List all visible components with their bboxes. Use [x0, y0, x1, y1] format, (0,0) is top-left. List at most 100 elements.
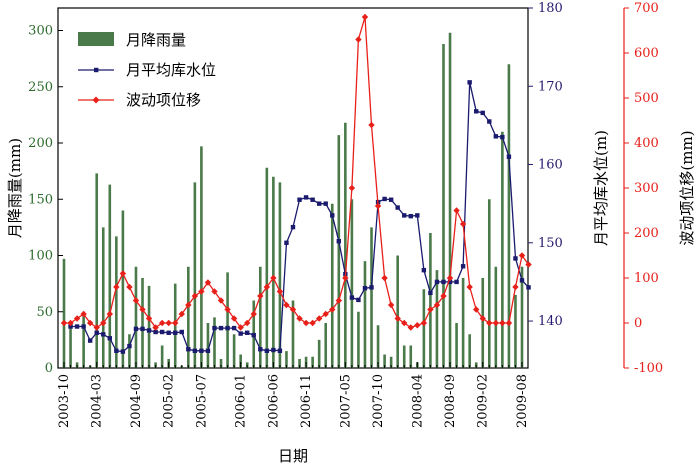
rainfall-bar [232, 334, 236, 368]
rainfall-bar [291, 300, 295, 368]
displacement-point [250, 310, 257, 318]
water-level-point [493, 134, 499, 139]
legend-label-displacement: 波动项位移 [126, 91, 201, 109]
water-level-point [356, 297, 361, 303]
rainfall-bar [298, 359, 301, 368]
displacement-point [172, 319, 179, 327]
x-axis-tick-label: 2006-01 [234, 374, 249, 428]
water-level-point [238, 331, 243, 336]
water-level-point [408, 213, 413, 219]
water-level-point [310, 197, 315, 202]
water-level-point [297, 197, 302, 202]
rainfall-bar [389, 356, 393, 368]
displacement-point [126, 283, 133, 291]
displacement-point [505, 319, 513, 327]
water-level-point [166, 330, 171, 335]
rainfall-bar [468, 334, 471, 368]
rainfall-bar [383, 354, 386, 368]
rainfall-bar [278, 182, 282, 368]
water-level-point [290, 224, 296, 230]
displacement-point [73, 315, 81, 322]
water-level-point [127, 343, 132, 349]
rainfall-bar [422, 289, 426, 368]
water-level-point [402, 213, 407, 218]
rainfall-bar [115, 236, 118, 368]
rainfall-bar [487, 199, 491, 368]
rainfall-bar [239, 354, 242, 368]
displacement-point [191, 292, 199, 300]
rainfall-bar [455, 323, 458, 368]
displacement-point [100, 319, 107, 327]
displacement-point [374, 202, 382, 210]
right2-axis-tick-label: -100 [634, 361, 663, 376]
water-level-point [454, 279, 459, 285]
displacement-point [479, 315, 486, 322]
rainfall-bar [337, 135, 341, 368]
water-level-point [87, 338, 93, 343]
rainfall-bar [187, 266, 190, 368]
water-level-point [212, 325, 217, 331]
rainfall-bar [350, 199, 354, 368]
rainfall-bar [514, 294, 517, 368]
right1-axis-tick-label: 140 [538, 314, 563, 329]
rainfall-bar [226, 272, 229, 368]
water-level-point [192, 348, 198, 353]
legend-label-water-level: 月平均库水位 [126, 61, 216, 79]
right2-axis-tick-label: 600 [634, 46, 659, 61]
displacement-point [446, 274, 454, 282]
rainfall-bar [82, 311, 85, 368]
displacement-point [407, 324, 414, 331]
rainfall-bar [429, 233, 432, 368]
displacement-point [440, 292, 447, 300]
displacement-point [224, 306, 231, 313]
displacement-point [178, 310, 185, 318]
rainfall-bar [134, 266, 138, 368]
displacement-point [132, 297, 140, 304]
displacement-point [401, 319, 408, 327]
displacement-point [420, 319, 428, 327]
displacement-point [518, 252, 526, 259]
water-level-point [146, 328, 152, 333]
left-axis-title: 月降雨量(mm) [6, 138, 24, 238]
rainfall-bar [396, 255, 399, 368]
right1-axis-tick-label: 180 [538, 1, 563, 16]
rainfall-bar [461, 278, 465, 368]
right2-axis-tick-label: 0 [634, 316, 642, 331]
water-level-point [107, 336, 112, 341]
x-axis-title: 日期 [278, 447, 308, 465]
displacement-point [492, 319, 500, 327]
displacement-point [204, 279, 212, 286]
displacement-point [67, 319, 74, 327]
rainfall-bar [357, 311, 360, 368]
displacement-point [427, 306, 434, 313]
legend-swatch-rainfall [78, 32, 114, 46]
displacement-point [414, 322, 421, 329]
rainfall-bar [481, 278, 485, 368]
right2-axis-title: 波动项位移(mm) [678, 130, 696, 245]
rainfall-bar [448, 32, 452, 368]
rainfall-bar [435, 270, 439, 368]
water-level-point [303, 195, 309, 200]
legend-marker-water-level [94, 67, 99, 73]
displacement-point [512, 283, 519, 291]
rainfall-bar [344, 122, 347, 368]
rainfall-bar [69, 328, 72, 368]
x-axis-tick-label: 2008-09 [443, 374, 458, 428]
rainfall-bar [213, 317, 216, 368]
displacement-point [158, 319, 166, 327]
water-level-point [388, 197, 394, 202]
displacement-point [198, 288, 205, 295]
rainfall-bar [311, 356, 314, 368]
rainfall-bar [128, 334, 131, 368]
rainfall-bar [62, 258, 66, 368]
rainfall-bar [501, 131, 504, 368]
displacement-point [145, 315, 153, 322]
displacement-point [93, 324, 100, 331]
water-level-point [487, 119, 492, 124]
rainfall-bar [108, 184, 112, 368]
water-level-point [199, 348, 204, 353]
rainfall-bar [95, 173, 99, 368]
water-level-point [245, 330, 250, 335]
displacement-point [355, 36, 362, 43]
